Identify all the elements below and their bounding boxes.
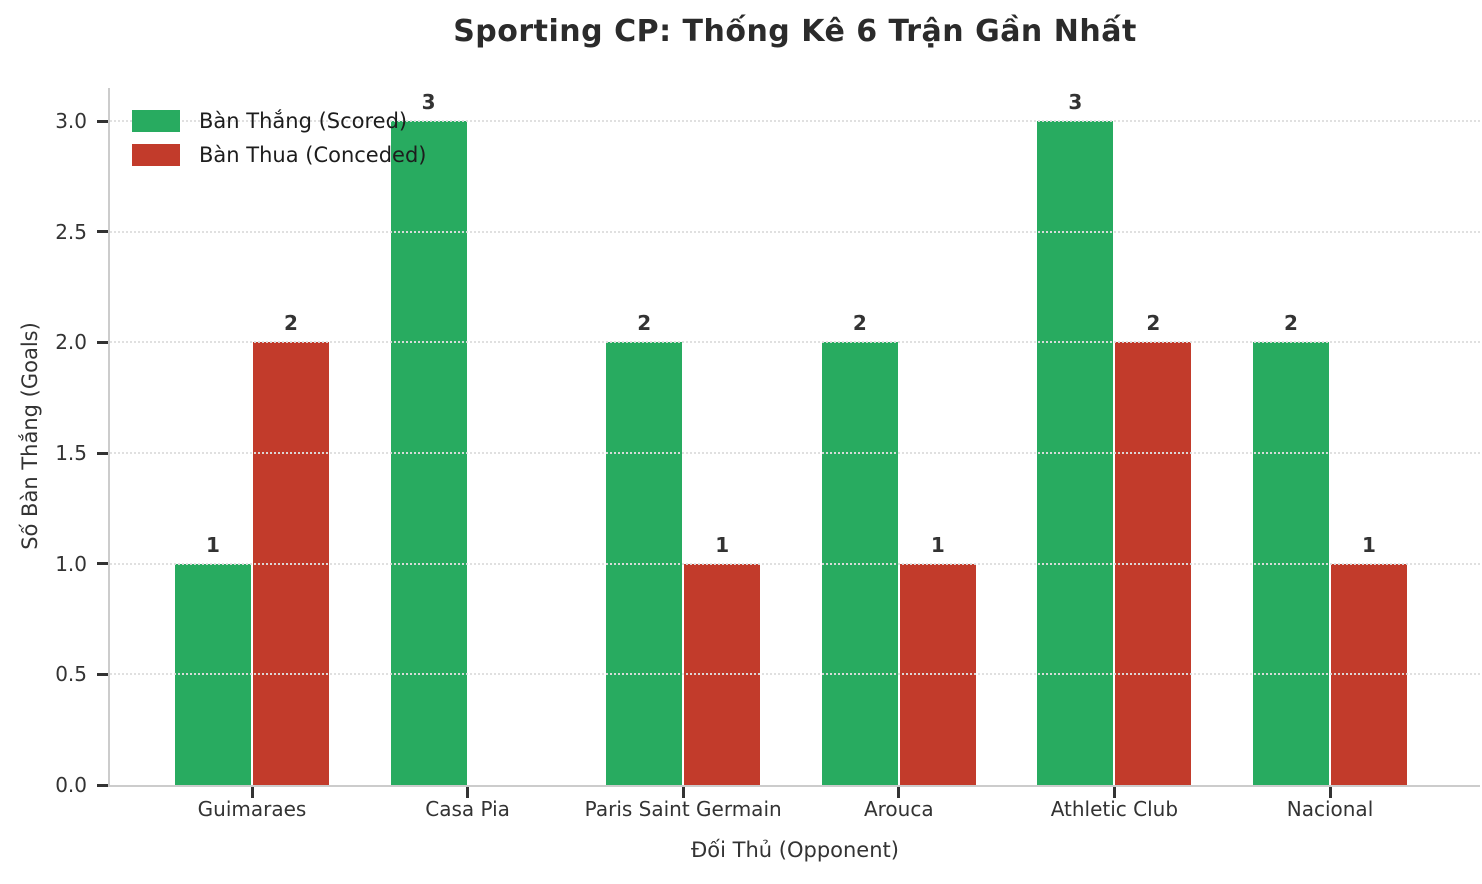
x-tick <box>897 787 901 798</box>
y-axis-label: Số Bàn Thắng (Goals) <box>18 322 42 550</box>
x-axis-label: Đối Thủ (Opponent) <box>691 838 899 862</box>
y-tick <box>97 119 108 123</box>
gridline <box>110 230 1480 233</box>
bar-value-label: 1 <box>715 532 730 557</box>
x-tick-label: Arouca <box>863 797 934 821</box>
x-tick <box>1112 787 1116 798</box>
x-tick-label: Nacional <box>1286 797 1374 821</box>
x-tick-label: Guimaraes <box>197 797 307 821</box>
gridline <box>110 452 1480 455</box>
bar-value-label: 1 <box>930 532 945 557</box>
y-tick-label: 0.0 <box>55 773 87 797</box>
bar-value-label: 2 <box>852 311 867 336</box>
bar-value-label: 3 <box>421 90 436 115</box>
x-tick <box>466 787 470 798</box>
y-tick <box>97 783 108 787</box>
bar-value-label: 1 <box>206 532 220 557</box>
legend-label-scored: Bàn Thắng (Scored) <box>199 109 408 133</box>
y-tick <box>97 340 108 344</box>
y-tick-label: 2.5 <box>55 219 87 244</box>
y-tick <box>97 230 108 234</box>
x-tick-label: Casa Pia <box>425 797 510 821</box>
chart-title: Sporting CP: Thống Kê 6 Trận Gần Nhất <box>453 14 1137 49</box>
y-axis-spine <box>108 88 110 787</box>
gridline <box>110 341 1480 344</box>
bar-value-label: 2 <box>284 311 298 336</box>
x-tick <box>1328 787 1332 798</box>
plot-area: Bàn Thắng (Scored) Bàn Thua (Conceded) 0… <box>55 88 1480 821</box>
y-tick <box>97 451 108 455</box>
y-tick-label: 2.0 <box>55 330 87 355</box>
bar-value-label: 1 <box>1362 532 1376 557</box>
gridline <box>110 673 1480 676</box>
y-tick <box>97 562 108 566</box>
x-tick <box>250 787 254 798</box>
y-tick-label: 1.5 <box>55 441 87 466</box>
legend-item-conceded: Bàn Thua (Conceded) <box>132 138 427 172</box>
y-tick <box>97 672 108 676</box>
legend-item-scored: Bàn Thắng (Scored) <box>132 104 427 138</box>
legend-swatch-conceded-icon <box>132 144 180 166</box>
bar-value-label: 2 <box>637 311 652 336</box>
gridline <box>110 562 1480 565</box>
x-tick <box>681 787 685 798</box>
x-tick-label: Athletic Club <box>1050 797 1179 821</box>
legend-swatch-scored-icon <box>132 110 180 132</box>
y-tick-label: 1.0 <box>55 551 87 576</box>
bar-value-label: 2 <box>1146 311 1161 336</box>
gridline <box>110 120 1480 123</box>
y-tick-label: 0.5 <box>55 662 87 687</box>
bar-value-label: 3 <box>1068 90 1083 115</box>
y-tick-label: 3.0 <box>55 109 87 134</box>
legend-label-conceded: Bàn Thua (Conceded) <box>199 143 427 167</box>
bar-value-label: 2 <box>1284 311 1298 336</box>
x-axis-spine <box>108 785 1480 787</box>
x-tick-label: Paris Saint Germain <box>584 797 782 821</box>
legend: Bàn Thắng (Scored) Bàn Thua (Conceded) <box>132 104 427 172</box>
